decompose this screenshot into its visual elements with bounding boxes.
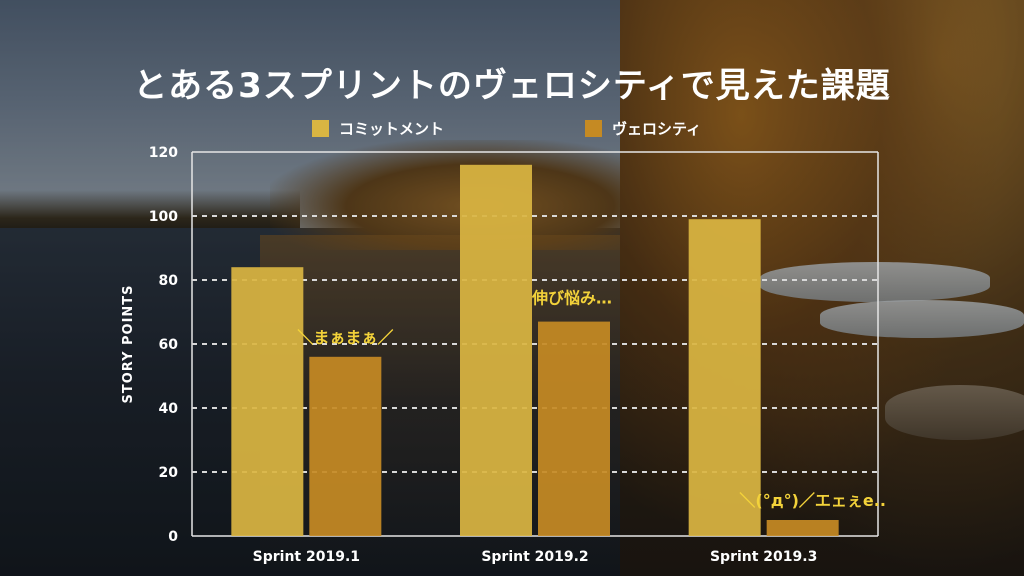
y-tick-label: 60: [159, 337, 179, 353]
legend-item-commitment: コミットメント: [312, 118, 444, 139]
legend-swatch-velocity: [585, 120, 602, 137]
forest-left: [0, 190, 300, 230]
legend: コミットメント ヴェロシティ: [0, 118, 1024, 142]
y-tick-label: 20: [159, 465, 179, 481]
x-tick-label: Sprint 2019.2: [481, 549, 588, 565]
y-tick-label: 120: [149, 145, 178, 161]
bar-annotation: ＼(°д°)／エェぇe..: [739, 491, 886, 510]
boat: [885, 385, 1024, 440]
bar-annotation: 伸び悩み…: [531, 289, 612, 308]
legend-label-commitment: コミットメント: [339, 120, 445, 138]
bar-velocity: [309, 356, 382, 536]
boat: [820, 300, 1024, 338]
y-tick-label: 100: [149, 209, 178, 225]
y-tick-label: 0: [168, 529, 178, 545]
bar-annotation: ＼まぁまぁ／: [297, 328, 393, 347]
legend-item-velocity: ヴェロシティ: [585, 118, 701, 139]
y-axis-label: STORY POINTS: [121, 284, 136, 403]
bar-velocity: [766, 520, 839, 536]
bar-commitment: [231, 267, 304, 536]
bar-velocity: [538, 321, 610, 536]
y-tick-label: 40: [159, 401, 179, 417]
boat: [760, 262, 990, 302]
bar-commitment: [460, 164, 532, 537]
x-tick-label: Sprint 2019.3: [710, 549, 817, 565]
legend-swatch-commitment: [312, 120, 329, 137]
x-tick-label: Sprint 2019.1: [253, 549, 360, 565]
legend-label-velocity: ヴェロシティ: [612, 120, 702, 138]
chart-title: とある3スプリントのヴェロシティで見えた課題: [133, 66, 891, 106]
y-tick-label: 80: [159, 273, 179, 289]
bar-commitment: [688, 219, 761, 536]
